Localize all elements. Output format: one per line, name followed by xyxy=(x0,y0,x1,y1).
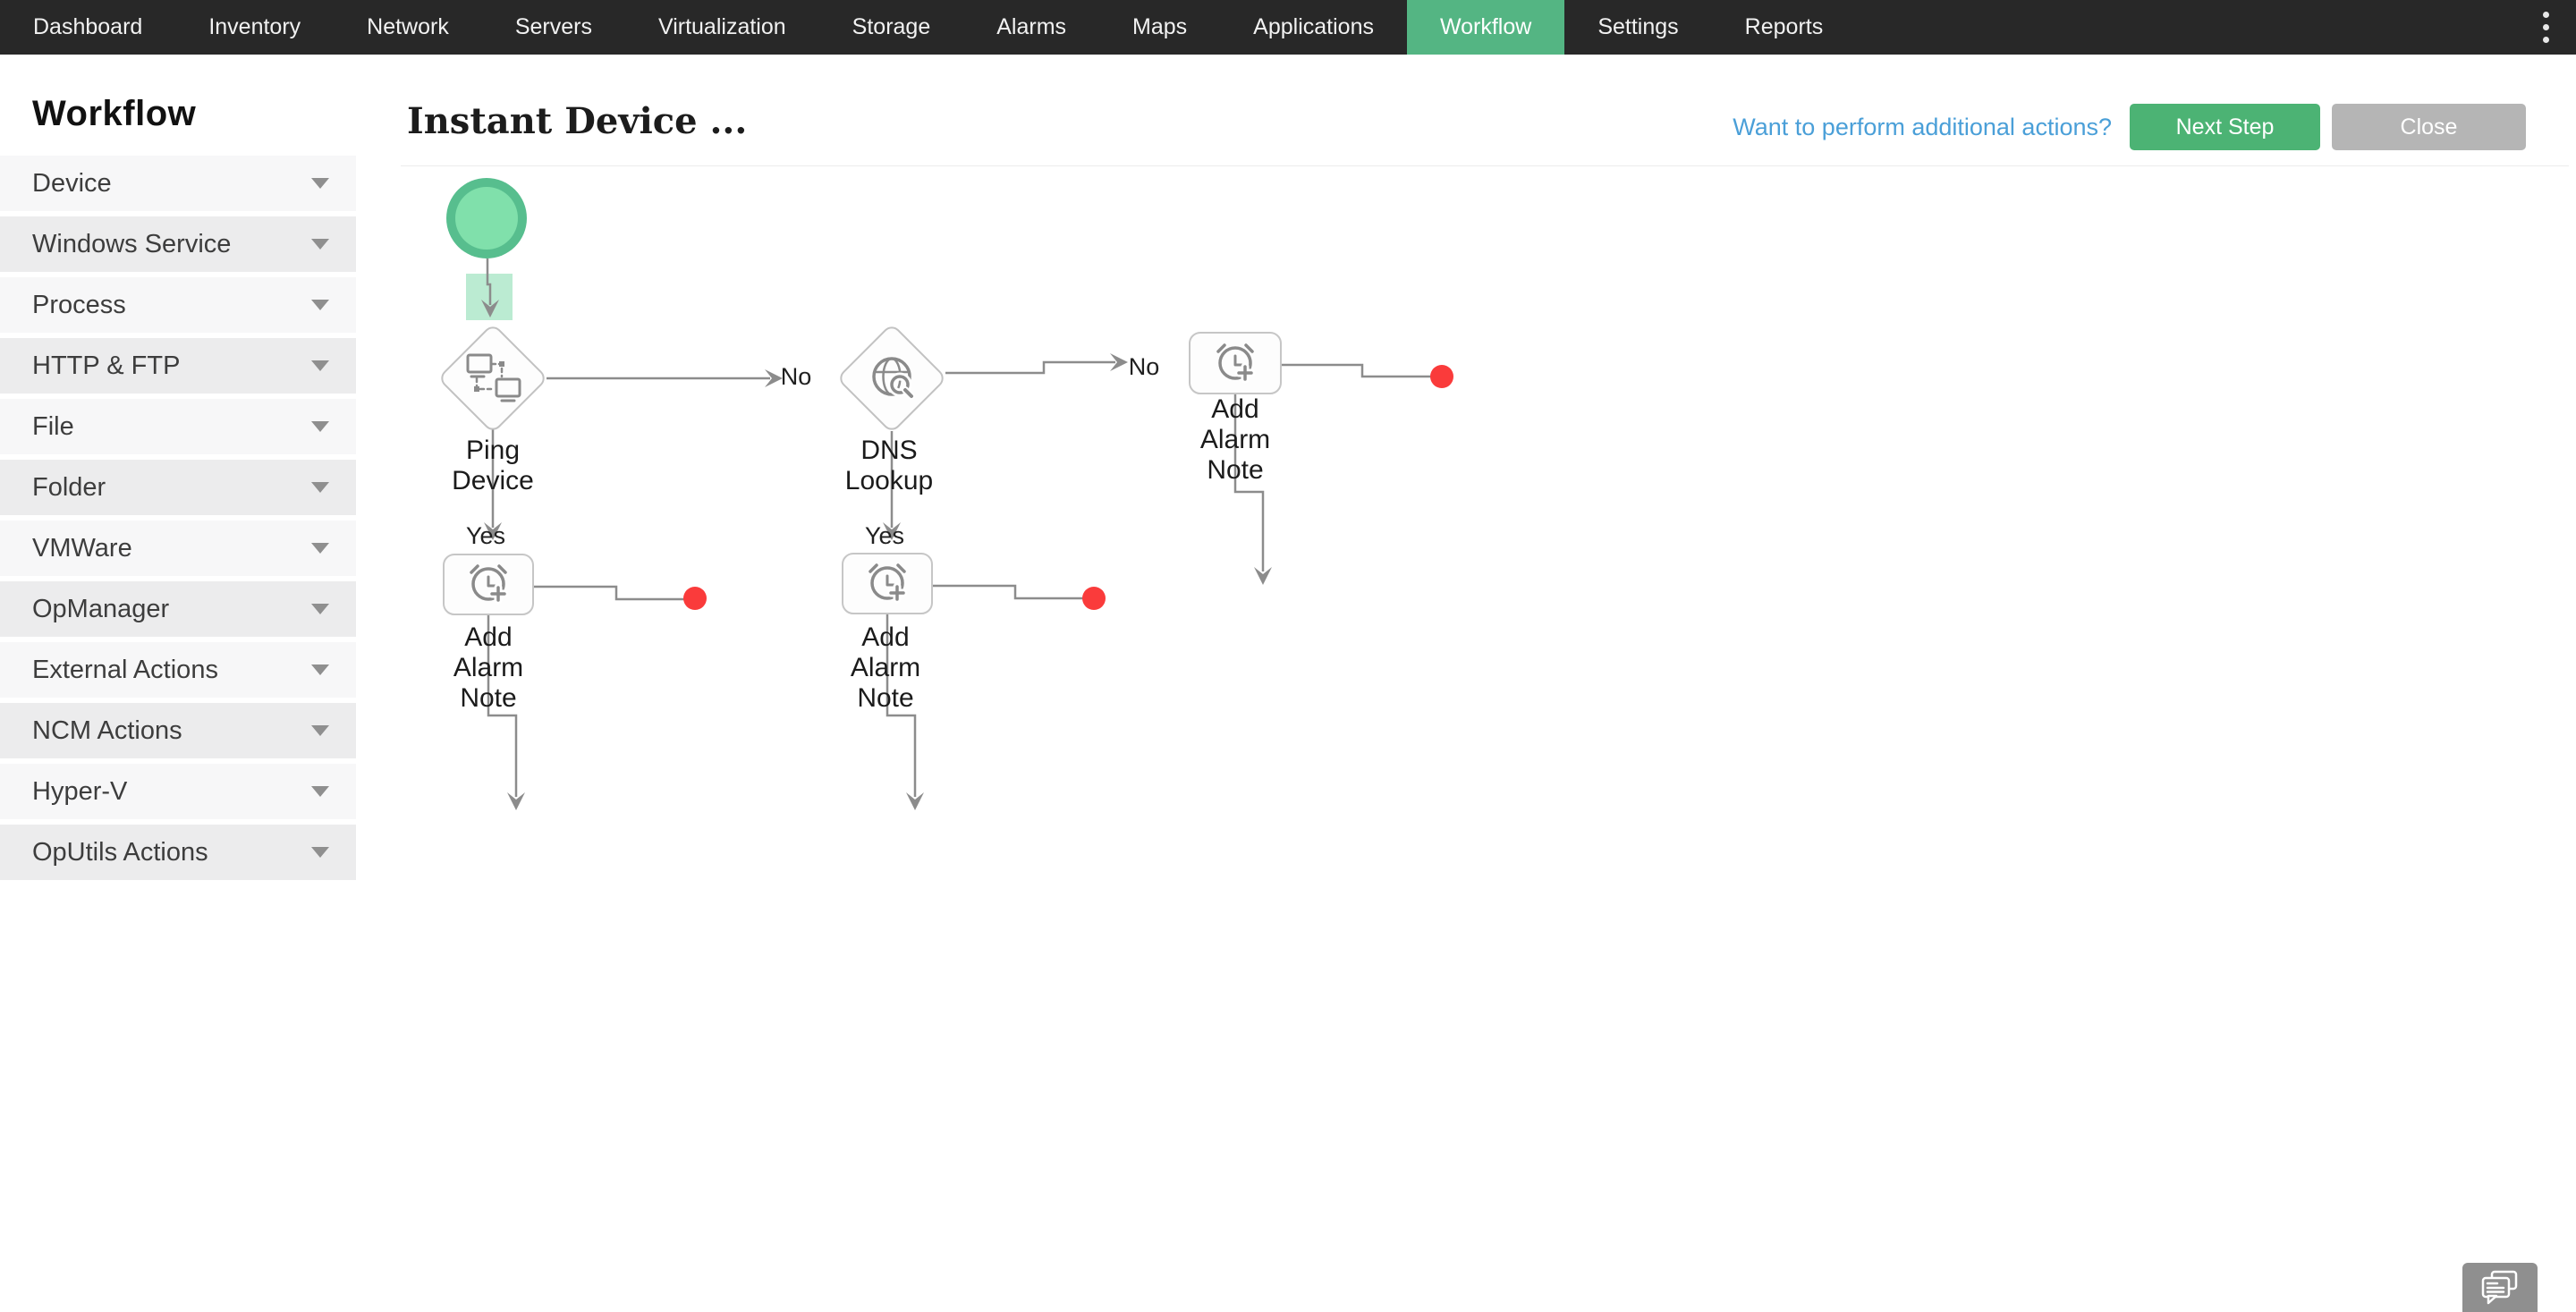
node-label-line: Add xyxy=(1211,394,1258,424)
add-alarm-note-icon xyxy=(470,564,509,605)
nav-item-inventory[interactable]: Inventory xyxy=(208,14,301,39)
nav-item-applications[interactable]: Applications xyxy=(1253,14,1374,39)
sidebar-item-file[interactable]: File xyxy=(0,399,356,454)
node-label-line: Alarm xyxy=(453,653,523,682)
nav-item-maps[interactable]: Maps xyxy=(1132,14,1188,39)
nav-item-virtualization[interactable]: Virtualization xyxy=(657,14,786,39)
sidebar-item-label: File xyxy=(32,411,74,441)
nav-item-reports[interactable]: Reports xyxy=(1744,14,1824,39)
node-add-alarm-note-middle[interactable]: Add Alarm Note xyxy=(842,553,933,713)
sidebar-item-label: OpManager xyxy=(32,594,170,623)
node-label-line: Alarm xyxy=(1200,425,1270,454)
endpoint-dot[interactable] xyxy=(1430,365,1453,388)
chevron-down-icon xyxy=(311,847,329,858)
sidebar-item-label: OpUtils Actions xyxy=(32,837,208,867)
node-label-line: Ping xyxy=(466,436,520,465)
sidebar-item-label: NCM Actions xyxy=(32,715,182,745)
sidebar-item-http-ftp[interactable]: HTTP & FTP xyxy=(0,338,356,394)
nav-item-workflow[interactable]: Workflow xyxy=(1406,0,1565,55)
connectors xyxy=(481,258,1436,810)
endpoint-dot[interactable] xyxy=(1082,587,1106,610)
workflow-sidebar: Workflow Device Windows Service Process … xyxy=(0,55,356,1312)
overflow-menu-icon[interactable] xyxy=(2543,0,2549,55)
canvas-header: Instant Device ... Want to perform addit… xyxy=(356,55,2576,165)
node-label-line: Note xyxy=(1207,455,1263,485)
chevron-down-icon xyxy=(311,543,329,554)
node-label-line: Alarm xyxy=(851,653,920,682)
add-alarm-note-icon xyxy=(1216,343,1256,384)
header-separator xyxy=(401,165,2569,166)
node-add-alarm-note-right[interactable]: Add Alarm Note xyxy=(1189,332,1282,485)
sidebar-item-label: External Actions xyxy=(32,655,218,684)
close-button[interactable]: Close xyxy=(2332,104,2526,150)
dns-lookup-icon xyxy=(872,357,915,400)
node-dns-lookup[interactable]: DNS Lookup xyxy=(837,324,946,495)
nav-item-dashboard[interactable]: Dashboard xyxy=(33,14,143,39)
next-step-button[interactable]: Next Step xyxy=(2130,104,2320,150)
node-label-line: Add xyxy=(861,622,909,652)
nav-item-servers[interactable]: Servers xyxy=(514,14,592,39)
sidebar-item-ncm-actions[interactable]: NCM Actions xyxy=(0,703,356,758)
edge-selection-highlight xyxy=(466,274,513,320)
sidebar-item-opmanager[interactable]: OpManager xyxy=(0,581,356,637)
edge-label-yes: Yes xyxy=(865,522,904,549)
additional-actions-link[interactable]: Want to perform additional actions? xyxy=(1733,114,2112,140)
sidebar-item-label: HTTP & FTP xyxy=(32,351,181,380)
feedback-chat-button[interactable] xyxy=(2462,1263,2538,1312)
sidebar-item-label: Device xyxy=(32,168,112,198)
sidebar-item-hyper-v[interactable]: Hyper-V xyxy=(0,764,356,819)
sidebar-item-vmware[interactable]: VMWare xyxy=(0,521,356,576)
node-label-line: Note xyxy=(460,683,516,713)
sidebar-title: Workflow xyxy=(32,94,197,133)
sidebar-item-external-actions[interactable]: External Actions xyxy=(0,642,356,698)
sidebar-item-device[interactable]: Device xyxy=(0,156,356,211)
node-label-line: Lookup xyxy=(845,466,933,495)
chevron-down-icon xyxy=(311,421,329,432)
node-label-line: Device xyxy=(452,466,534,495)
node-label-line: Add xyxy=(464,622,512,652)
nav-item-settings[interactable]: Settings xyxy=(1597,14,1679,39)
nav-item-network[interactable]: Network xyxy=(367,14,449,39)
chevron-down-icon xyxy=(311,300,329,310)
sidebar-item-oputils-actions[interactable]: OpUtils Actions xyxy=(0,825,356,880)
sidebar-item-label: Windows Service xyxy=(32,229,232,258)
sidebar-item-label: Hyper-V xyxy=(32,776,128,806)
chevron-down-icon xyxy=(311,178,329,189)
node-ping-device[interactable]: Ping Device xyxy=(438,324,547,495)
page-title: Instant Device ... xyxy=(407,100,748,142)
nav-item-alarms[interactable]: Alarms xyxy=(996,14,1067,39)
node-start[interactable] xyxy=(446,178,527,258)
ping-device-icon xyxy=(466,353,521,402)
chevron-down-icon xyxy=(311,786,329,797)
node-label-line: Note xyxy=(857,683,913,713)
node-label-line: DNS xyxy=(860,436,917,465)
edge-label-no: No xyxy=(1129,353,1160,380)
sidebar-item-label: Process xyxy=(32,290,126,319)
chevron-down-icon xyxy=(311,360,329,371)
sidebar-item-label: VMWare xyxy=(32,533,132,563)
sidebar-item-label: Folder xyxy=(32,472,106,502)
chevron-down-icon xyxy=(311,604,329,614)
chat-bubbles-icon xyxy=(2481,1270,2518,1305)
sidebar-item-windows-service[interactable]: Windows Service xyxy=(0,216,356,272)
sidebar-item-folder[interactable]: Folder xyxy=(0,460,356,515)
top-navbar: Dashboard Inventory Network Servers Virt… xyxy=(0,0,2576,55)
endpoint-dot[interactable] xyxy=(683,587,707,610)
sidebar-item-process[interactable]: Process xyxy=(0,277,356,333)
chevron-down-icon xyxy=(311,239,329,250)
edge-label-yes: Yes xyxy=(466,522,505,549)
add-alarm-note-icon xyxy=(869,563,908,604)
node-add-alarm-note-left[interactable]: Add Alarm Note xyxy=(443,554,534,713)
chevron-down-icon xyxy=(311,725,329,736)
nav-item-storage[interactable]: Storage xyxy=(852,14,931,39)
chevron-down-icon xyxy=(311,664,329,675)
chevron-down-icon xyxy=(311,482,329,493)
edge-label-no: No xyxy=(781,363,812,390)
